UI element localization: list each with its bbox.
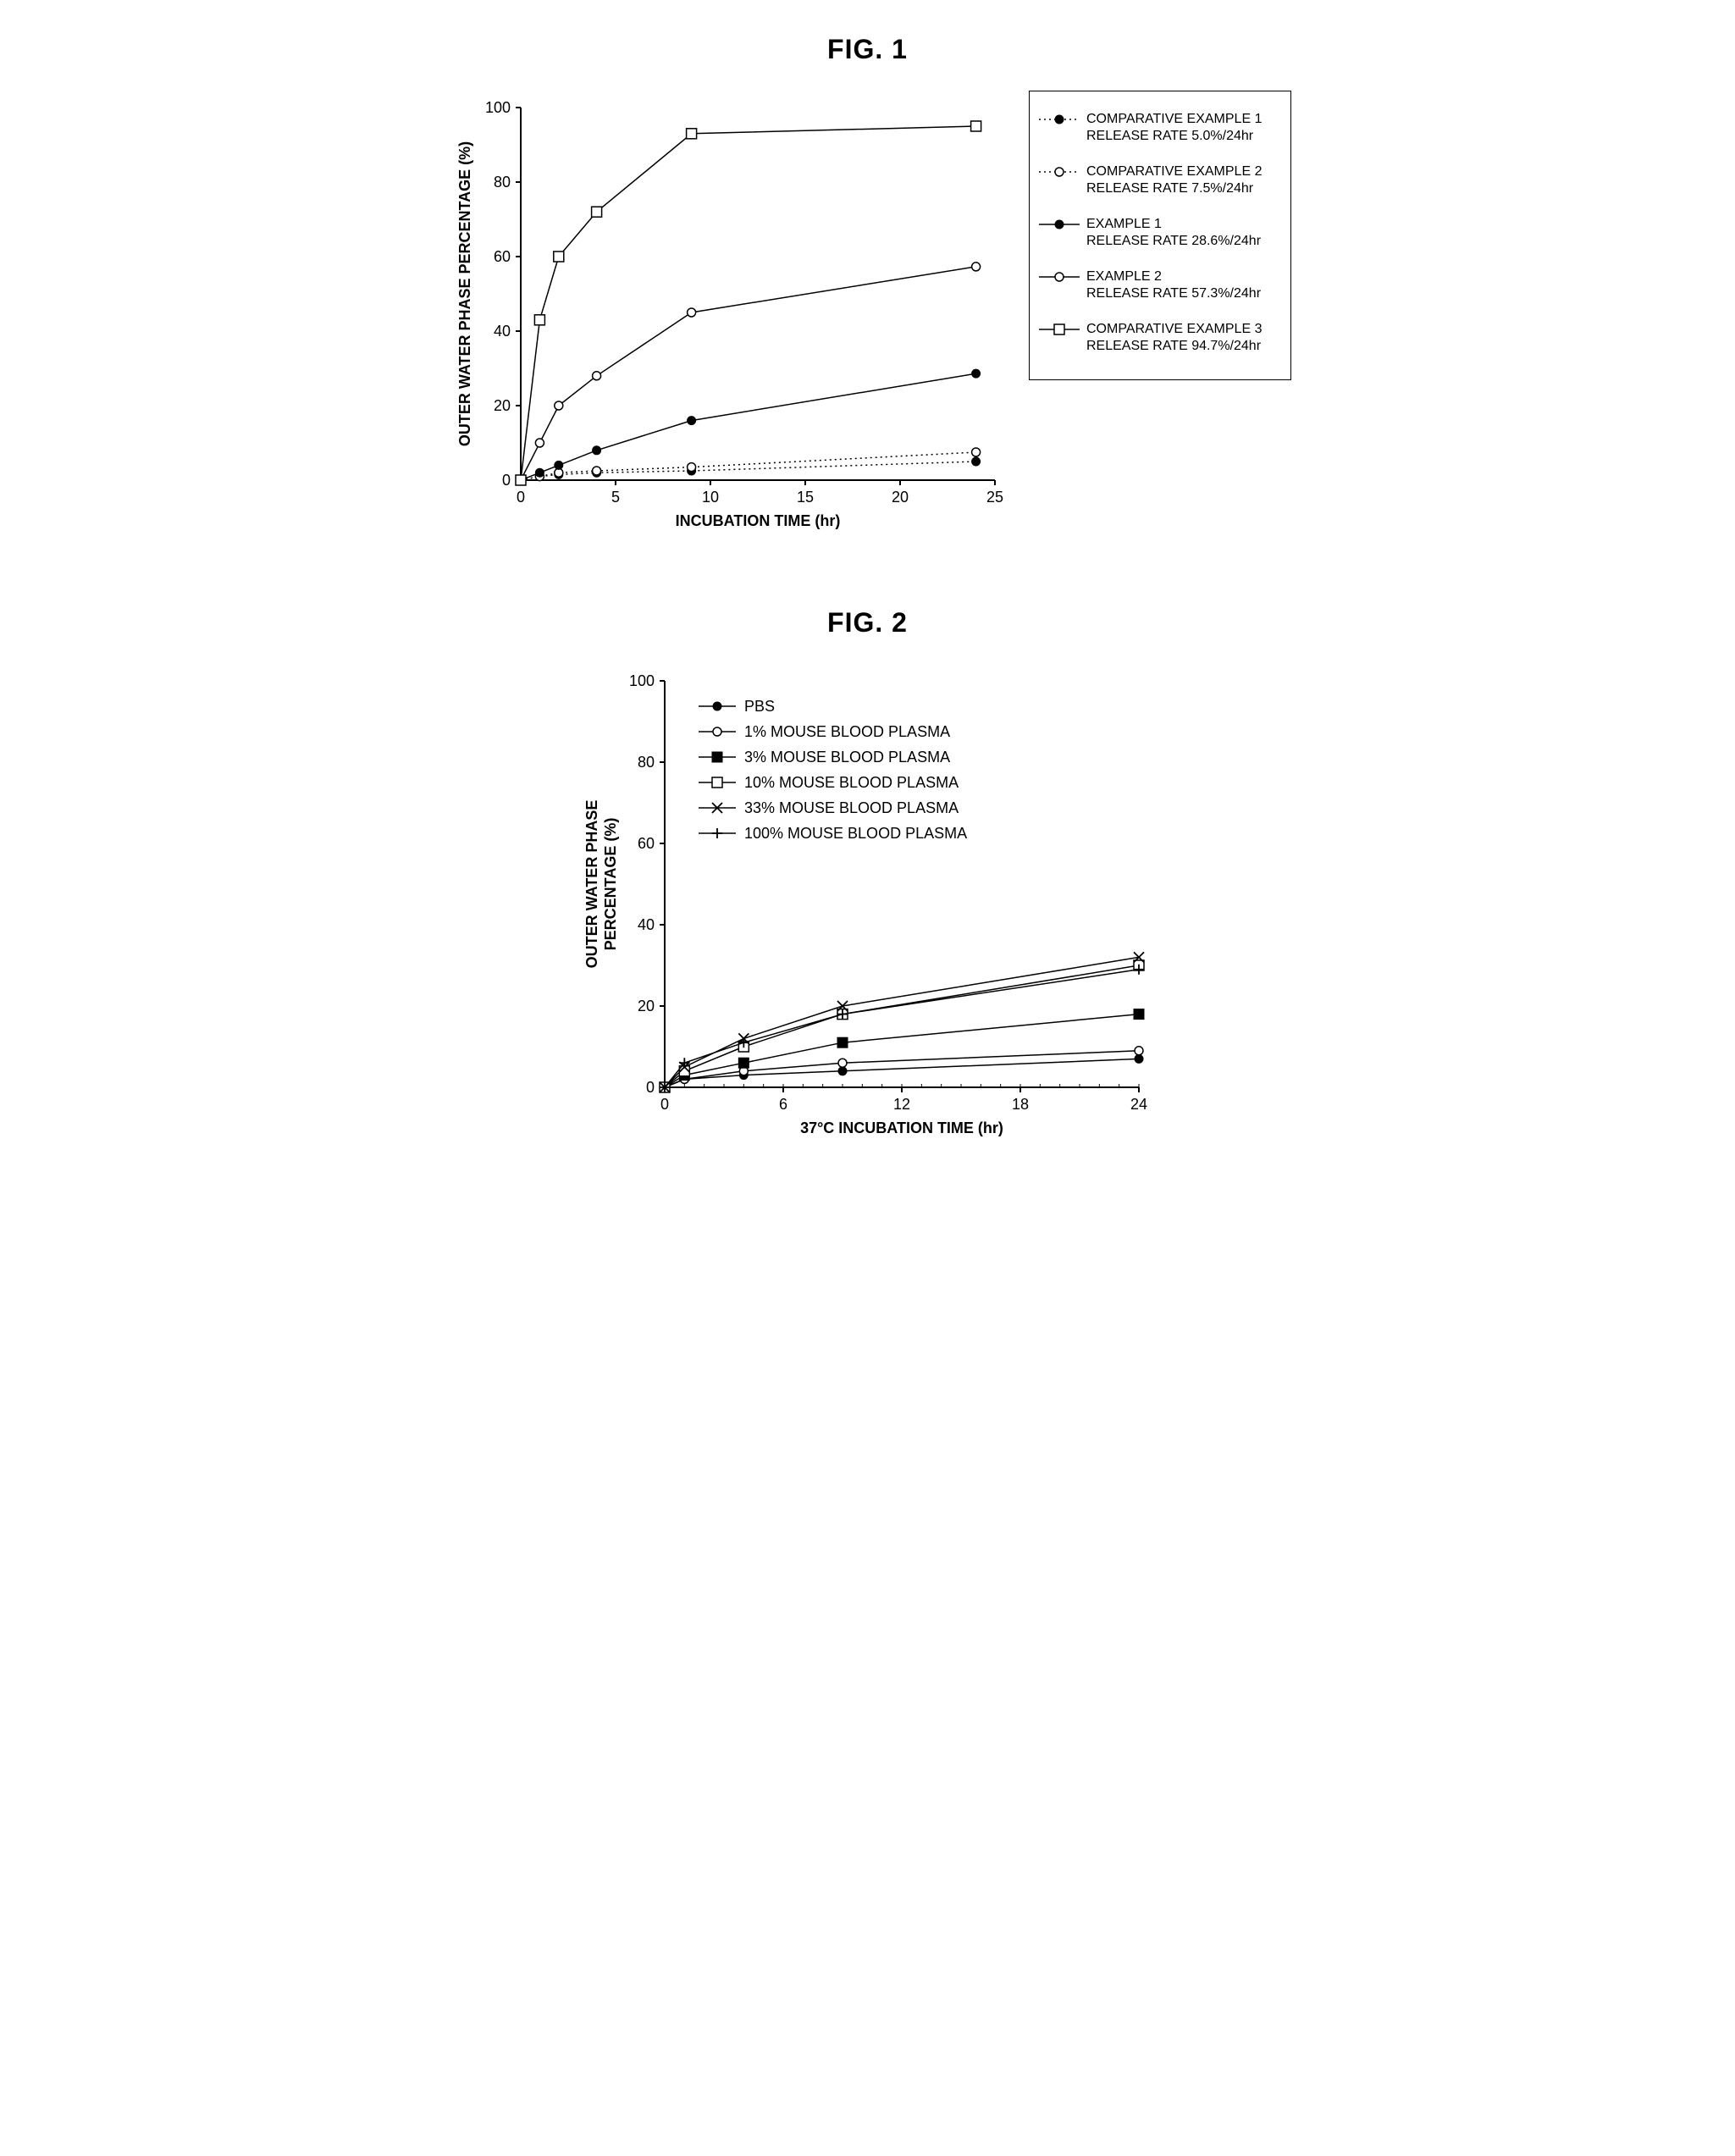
svg-text:RELEASE RATE 28.6%/24hr: RELEASE RATE 28.6%/24hr [1086, 234, 1262, 248]
svg-text:RELEASE RATE 7.5%/24hr: RELEASE RATE 7.5%/24hr [1086, 181, 1254, 196]
svg-text:40: 40 [637, 916, 654, 933]
fig1-chart: 0 20 40 60 80 100 0 5 10 15 20 25 INCUBATION TIME (h… [445, 91, 1012, 539]
svg-text:PBS: PBS [744, 698, 775, 715]
svg-text:RELEASE RATE 57.3%/24hr: RELEASE RATE 57.3%/24hr [1086, 286, 1262, 301]
svg-text:0: 0 [501, 472, 510, 489]
svg-text:OUTER WATER PHASE: OUTER WATER PHASE [583, 800, 600, 969]
svg-text:20: 20 [637, 998, 654, 1014]
svg-text:OUTER WATER PHASE PERCENTAGE (: OUTER WATER PHASE PERCENTAGE (%) [456, 141, 473, 446]
svg-text:COMPARATIVE EXAMPLE 2: COMPARATIVE EXAMPLE 2 [1086, 164, 1263, 179]
svg-text:80: 80 [637, 754, 654, 771]
svg-text:60: 60 [637, 835, 654, 852]
figure-2: FIG. 2 0 20 40 60 80 100 0 6 12 18 24 37°C INCUBATI… [572, 607, 1164, 1147]
svg-text:3% MOUSE BLOOD PLASMA: 3% MOUSE BLOOD PLASMA [744, 749, 950, 766]
svg-text:0: 0 [516, 489, 524, 506]
svg-text:25: 25 [986, 489, 1003, 506]
svg-text:33% MOUSE BLOOD PLASMA: 33% MOUSE BLOOD PLASMA [744, 799, 959, 816]
svg-text:15: 15 [796, 489, 813, 506]
svg-text:20: 20 [493, 397, 510, 414]
fig1-legend: COMPARATIVE EXAMPLE 1 RELEASE RATE 5.0%/2… [1029, 91, 1291, 380]
fig1-chart-row: 0 20 40 60 80 100 0 5 10 15 20 25 INCUBATION TIME (h… [445, 91, 1291, 539]
svg-text:12: 12 [892, 1096, 909, 1113]
fig2-title: FIG. 2 [827, 607, 908, 639]
svg-text:COMPARATIVE EXAMPLE 1: COMPARATIVE EXAMPLE 1 [1086, 112, 1263, 126]
svg-text:24: 24 [1130, 1096, 1147, 1113]
svg-text:100: 100 [628, 672, 654, 689]
svg-text:EXAMPLE 1: EXAMPLE 1 [1086, 217, 1162, 231]
svg-text:5: 5 [611, 489, 619, 506]
svg-text:0: 0 [645, 1079, 654, 1096]
fig2-chart: 0 20 40 60 80 100 0 6 12 18 24 37°C INCUBATION TIME… [572, 664, 1164, 1147]
svg-text:100: 100 [484, 99, 510, 116]
svg-text:37°C INCUBATION TIME (hr): 37°C INCUBATION TIME (hr) [800, 1119, 1003, 1136]
svg-text:40: 40 [493, 323, 510, 340]
svg-text:COMPARATIVE EXAMPLE 3: COMPARATIVE EXAMPLE 3 [1086, 322, 1263, 336]
fig1-title: FIG. 1 [827, 34, 908, 65]
svg-text:PERCENTAGE (%): PERCENTAGE (%) [602, 818, 619, 951]
svg-text:INCUBATION TIME (hr): INCUBATION TIME (hr) [675, 512, 840, 529]
svg-text:10: 10 [701, 489, 718, 506]
svg-text:18: 18 [1011, 1096, 1028, 1113]
svg-text:RELEASE RATE 94.7%/24hr: RELEASE RATE 94.7%/24hr [1086, 339, 1262, 353]
svg-text:RELEASE RATE 5.0%/24hr: RELEASE RATE 5.0%/24hr [1086, 129, 1254, 143]
svg-text:10% MOUSE BLOOD PLASMA: 10% MOUSE BLOOD PLASMA [744, 774, 959, 791]
svg-text:100% MOUSE BLOOD PLASMA: 100% MOUSE BLOOD PLASMA [744, 825, 967, 842]
svg-text:80: 80 [493, 174, 510, 191]
svg-text:EXAMPLE 2: EXAMPLE 2 [1086, 269, 1162, 284]
svg-text:20: 20 [891, 489, 908, 506]
svg-text:0: 0 [660, 1096, 668, 1113]
figure-1: FIG. 1 0 20 40 60 80 100 0 5 10 15 20 25 INCUBATION … [445, 34, 1291, 539]
svg-text:60: 60 [493, 248, 510, 265]
svg-text:1% MOUSE BLOOD PLASMA: 1% MOUSE BLOOD PLASMA [744, 723, 950, 740]
svg-text:6: 6 [778, 1096, 787, 1113]
